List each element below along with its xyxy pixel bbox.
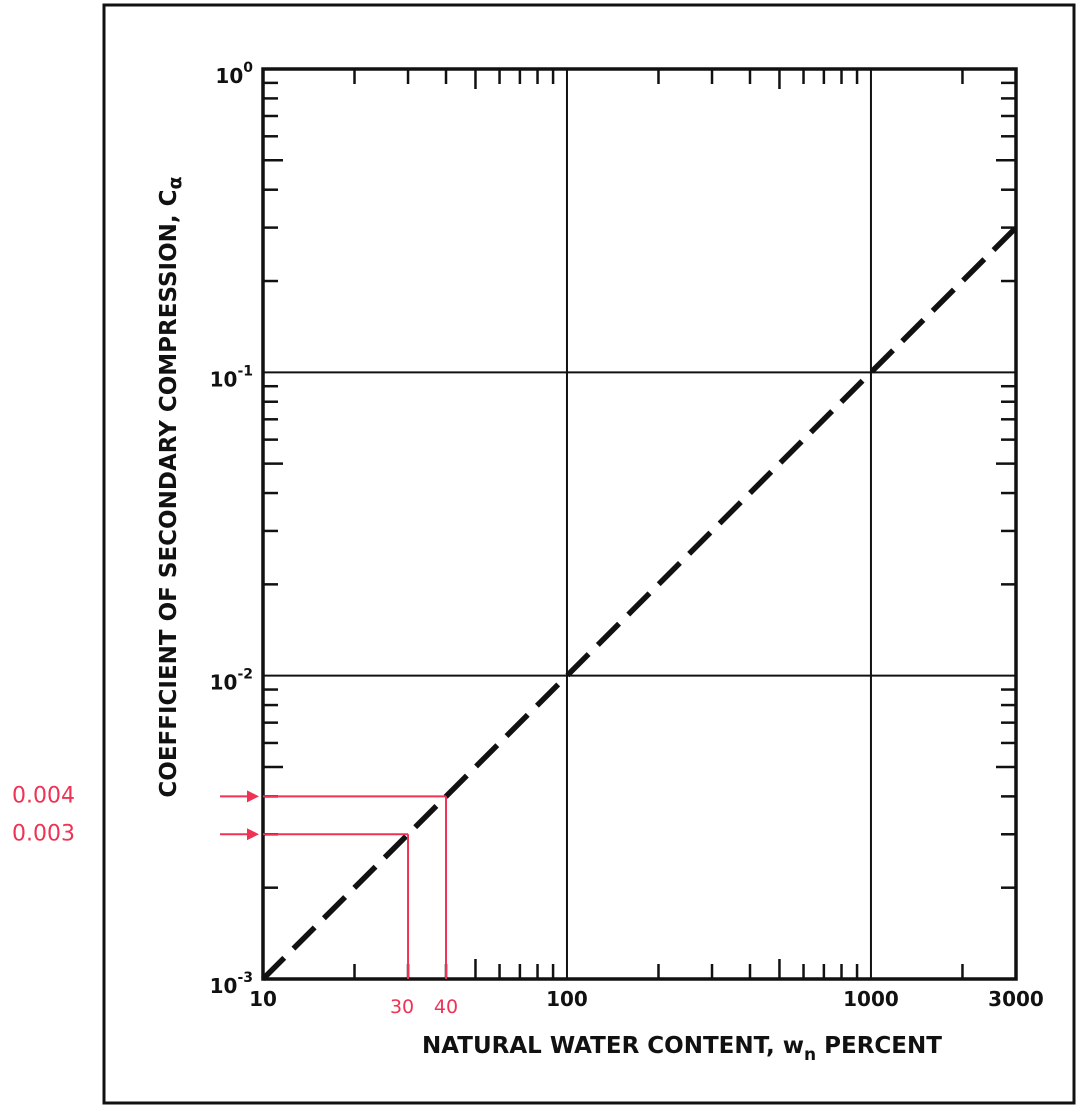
annotation-x-value: 30 [390,996,414,1018]
plot-area [261,67,1018,981]
grid-layer [263,69,1016,979]
annotation-layer: 0.003 30 0.004 40 [12,783,458,1018]
x-axis-label-main: NATURAL WATER CONTENT, w [422,1033,804,1059]
x-tick-label: 3000 [988,987,1044,1011]
outer-frame [102,3,1076,1105]
x-axis-label-subscript: n [804,1045,816,1065]
y-axis-label-main: COEFFICIENT OF SECONDARY COMPRESSION, C [156,189,182,797]
x-tick-label: 100 [546,987,588,1011]
annotation-arrow-head-0 [247,828,259,841]
tick-layer [263,69,1016,979]
annotation-x-value: 40 [434,996,458,1018]
y-tick-label-base: 10 [210,367,238,391]
annotation-y-value: 0.004 [12,783,75,808]
y-tick-label-base: 10 [215,64,243,88]
y-tick-label: 10-2 [210,667,253,695]
y-tick-label-exponent: -3 [237,970,253,986]
y-axis-label: COEFFICIENT OF SECONDARY COMPRESSION, Cα [156,176,186,797]
y-tick-label-base: 10 [210,974,238,998]
y-tick-label-base: 10 [210,671,238,695]
y-tick-label: 10-1 [210,363,253,391]
y-tick-label: 100 [215,60,253,88]
x-axis-label: NATURAL WATER CONTENT, wn PERCENT [422,1033,942,1065]
annotation-y-value: 0.003 [12,821,75,846]
y-tick-label: 10-3 [210,970,253,998]
series-layer [261,225,1018,981]
y-axis-label-subscript: α [164,176,186,189]
y-tick-label-exponent: -2 [237,667,253,683]
y-tick-label-exponent: -1 [237,363,253,379]
series-line-0 [261,225,1018,981]
y-tick-label-exponent: 0 [243,60,253,76]
x-axis-label-tail: PERCENT [816,1033,942,1059]
x-tick-labels: 10 100 1000 3000 [249,987,1044,1011]
x-tick-label: 10 [249,987,277,1011]
x-tick-label: 1000 [843,987,899,1011]
annotation-arrow-head-1 [247,790,259,803]
